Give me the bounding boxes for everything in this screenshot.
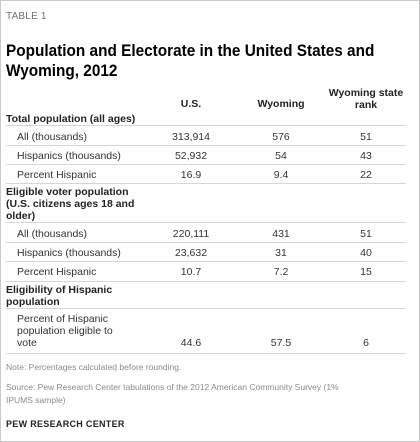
source-line-1: Source: Pew Research Center tabulations … [6,382,339,392]
cell-us: 313,914 [172,131,210,143]
column-header-wyoming: Wyoming [257,98,305,110]
section-heading-line-2: (U.S. citizens ages 18 and [6,198,135,210]
divider [6,145,406,146]
table-note: Note: Percentages calculated before roun… [6,362,182,372]
cell-us: 44.6 [180,337,202,349]
section-heading-eligible-voters: Eligible voter population (U.S. citizens… [6,186,134,222]
cell-wyoming: 576 [272,131,290,143]
divider [6,308,406,309]
column-header-us: U.S. [180,98,202,110]
cell-rank: 51 [360,228,372,240]
row-label: Hispanics (thousands) [17,247,121,259]
cell-rank: 43 [360,150,372,162]
divider [6,281,406,282]
cell-rank: 40 [360,247,372,259]
cell-rank: 22 [360,169,372,181]
row-label: Percent Hispanic [17,169,97,181]
divider [6,125,406,126]
cell-wyoming: 54 [275,150,287,162]
cell-us: 16.9 [180,169,202,181]
table-source: Source: Pew Research Center tabulations … [6,381,410,407]
source-line-2: IPUMS sample) [6,395,66,405]
column-header-rank-line-2: rank [354,99,378,111]
divider [6,353,406,354]
row-label: Hispanics (thousands) [17,150,121,162]
divider [6,183,406,184]
table-number: TABLE 1 [6,11,47,22]
cell-us: 52,932 [174,150,208,162]
title-line-2: Wyoming, 2012 [6,62,118,80]
cell-rank: 15 [360,266,372,278]
divider [6,164,406,165]
row-label: All (thousands) [17,228,88,240]
section-heading-total-population: Total population (all ages) [6,113,136,125]
cell-us: 23,632 [174,247,208,259]
section-heading-line-3: older) [6,210,36,222]
cell-wyoming: 31 [275,247,287,259]
row-label-line-2: population eligible to [17,325,113,337]
organization-credit: PEW RESEARCH CENTER [6,419,125,429]
divider [6,222,406,223]
title-line-1: Population and Electorate in the United … [6,42,375,60]
row-label: All (thousands) [17,131,88,143]
section-heading-line-2: population [6,296,60,308]
divider [6,242,406,243]
cell-wyoming: 7.2 [273,266,289,278]
row-label-line-3: vote [17,337,37,349]
row-label: Percent Hispanic [17,266,97,278]
row-label-line-1: Percent of Hispanic [17,313,109,325]
section-heading-hispanic-eligibility: Eligibility of Hispanic population [6,284,112,308]
cell-wyoming: 431 [272,228,290,240]
column-header-rank: Wyoming state rank [316,87,416,111]
table-title: Population and Electorate in the United … [6,41,378,81]
cell-wyoming: 9.4 [273,169,289,181]
cell-rank: 51 [360,131,372,143]
row-label: Percent of Hispanic population eligible … [17,313,113,349]
cell-wyoming: 57.5 [270,337,292,349]
cell-us: 220,111 [172,228,210,240]
section-heading-line-1: Eligibility of Hispanic [6,284,113,296]
cell-us: 10.7 [180,266,202,278]
cell-rank: 6 [363,337,369,349]
divider [6,261,406,262]
column-header-rank-line-1: Wyoming state [328,87,404,99]
section-heading-line-1: Eligible voter population [6,186,129,198]
